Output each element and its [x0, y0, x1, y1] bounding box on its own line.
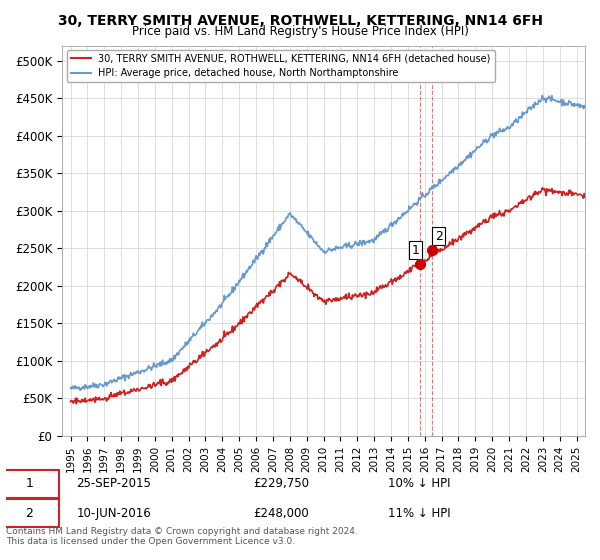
FancyBboxPatch shape — [0, 469, 59, 498]
Text: Price paid vs. HM Land Registry's House Price Index (HPI): Price paid vs. HM Land Registry's House … — [131, 25, 469, 38]
Text: 11% ↓ HPI: 11% ↓ HPI — [388, 507, 451, 520]
Text: 30, TERRY SMITH AVENUE, ROTHWELL, KETTERING, NN14 6FH: 30, TERRY SMITH AVENUE, ROTHWELL, KETTER… — [58, 14, 542, 28]
Text: 1: 1 — [26, 477, 34, 490]
Text: £248,000: £248,000 — [253, 507, 309, 520]
FancyBboxPatch shape — [0, 499, 59, 528]
Text: 25-SEP-2015: 25-SEP-2015 — [77, 477, 151, 490]
Legend: 30, TERRY SMITH AVENUE, ROTHWELL, KETTERING, NN14 6FH (detached house), HPI: Ave: 30, TERRY SMITH AVENUE, ROTHWELL, KETTER… — [67, 50, 495, 82]
Text: 10% ↓ HPI: 10% ↓ HPI — [388, 477, 451, 490]
Text: 1: 1 — [411, 244, 419, 256]
Text: 2: 2 — [26, 507, 34, 520]
Text: £229,750: £229,750 — [253, 477, 309, 490]
Text: 10-JUN-2016: 10-JUN-2016 — [77, 507, 151, 520]
Text: Contains HM Land Registry data © Crown copyright and database right 2024.
This d: Contains HM Land Registry data © Crown c… — [6, 526, 358, 546]
Text: 2: 2 — [435, 230, 443, 243]
